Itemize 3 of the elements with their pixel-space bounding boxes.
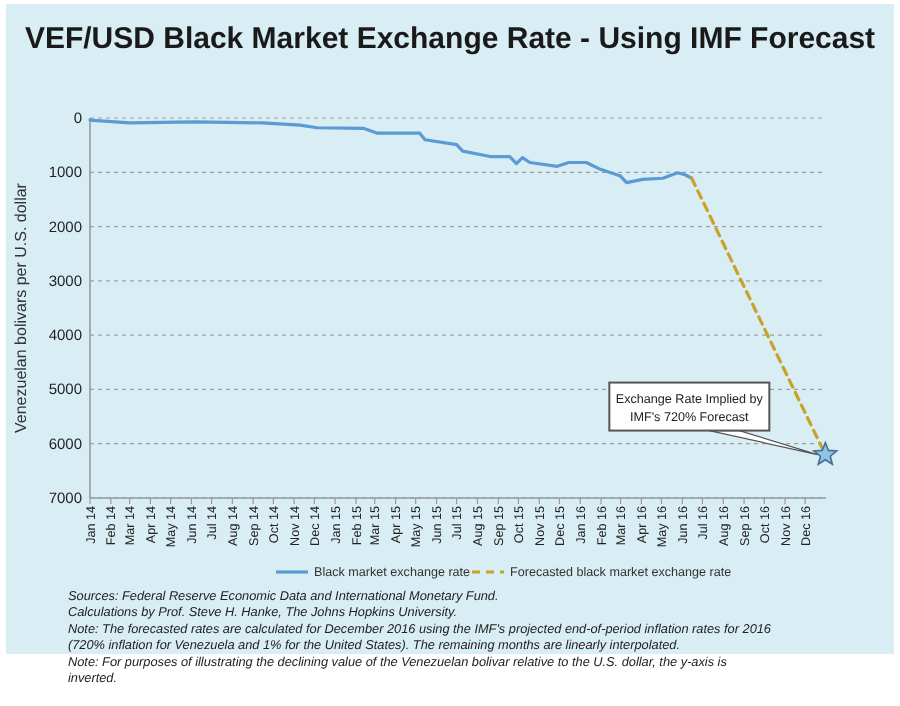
line-series	[88, 118, 694, 185]
y-axis-title: Venezuelan bolivars per U.S. dollar	[12, 182, 30, 433]
chart-title: VEF/USD Black Market Exchange Rate - Using IMF Forecast	[24, 22, 876, 56]
